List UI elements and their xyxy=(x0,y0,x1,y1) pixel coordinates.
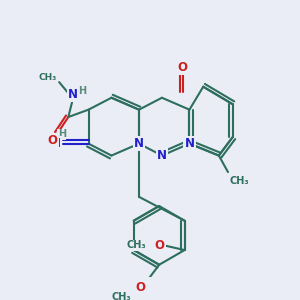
Text: O: O xyxy=(48,134,58,147)
Text: N: N xyxy=(68,88,78,100)
Text: O: O xyxy=(178,61,188,74)
Text: CH₃: CH₃ xyxy=(38,73,56,82)
Text: H: H xyxy=(58,129,66,140)
Text: CH₃: CH₃ xyxy=(111,292,131,300)
Text: N: N xyxy=(184,137,194,150)
Text: CH₃: CH₃ xyxy=(230,176,250,186)
Text: N: N xyxy=(157,149,167,162)
Text: O: O xyxy=(136,281,146,294)
Text: N: N xyxy=(134,137,144,150)
Text: N: N xyxy=(50,137,61,150)
Text: O: O xyxy=(155,239,165,252)
Text: CH₃: CH₃ xyxy=(126,241,146,250)
Text: H: H xyxy=(78,86,86,96)
